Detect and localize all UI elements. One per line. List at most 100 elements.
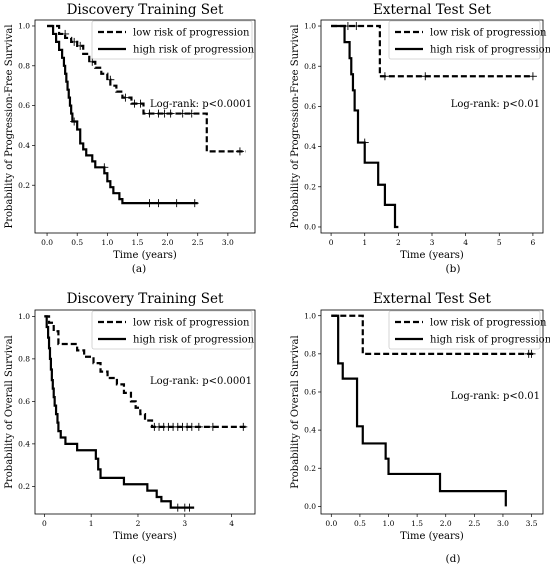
chart-title: External Test Set	[373, 2, 492, 18]
legend-label-low-risk: low risk of progression	[430, 318, 547, 329]
y-tick-label: 0.8	[18, 354, 30, 363]
chart-title: External Test Set	[373, 291, 492, 307]
plot-frame	[34, 19, 256, 234]
x-axis-label: Time (years)	[400, 531, 464, 542]
x-tick-label: 0.0	[325, 519, 337, 528]
x-tick-label: 3.5	[526, 519, 538, 528]
log-rank-annotation: Log-rank: p<0.0001	[150, 99, 252, 110]
y-axis-label: Probability of Overall Survival	[4, 335, 15, 488]
y-tick-label: 0.6	[304, 102, 316, 111]
legend-label-high-risk: high risk of progression	[133, 45, 255, 56]
legend-box	[388, 310, 541, 350]
x-tick-label: 3	[430, 238, 435, 247]
y-tick-label: 0.4	[18, 141, 30, 150]
high-risk-survival-curve	[44, 315, 195, 509]
high-risk-survival-curve	[331, 314, 507, 507]
x-tick-label: 3.0	[222, 238, 234, 247]
low-risk-survival-curve	[331, 24, 533, 78]
legend-label-low-risk: low risk of progression	[430, 28, 547, 39]
y-tick-label: 0.0	[304, 502, 316, 511]
y-tick-label: 0.4	[18, 439, 30, 448]
y-tick-label: 0.2	[304, 182, 316, 191]
log-rank-annotation: Log-rank: p<0.01	[451, 391, 540, 402]
y-tick-label: 0.8	[18, 61, 30, 70]
x-tick-label: 1.0	[383, 519, 395, 528]
y-tick-label: 1.0	[304, 311, 316, 320]
x-tick-label: 0.5	[354, 519, 366, 528]
y-tick-label: 0.6	[18, 101, 30, 110]
chart-panel-4: External Test Set 0.0 0.5 1.0 1.5 2.0 2.5 3.0 3.…	[290, 291, 550, 565]
legend-label-low-risk: low risk of progression	[133, 28, 250, 39]
y-tick-label: 0.8	[304, 349, 316, 358]
low-risk-survival-curve	[44, 315, 246, 428]
legend-box	[91, 20, 253, 60]
plot-frame	[34, 309, 256, 515]
log-rank-annotation: Log-rank: p<0.01	[451, 99, 540, 110]
y-tick-label: 0.0	[304, 223, 316, 232]
low-risk-survival-curve	[47, 24, 246, 153]
chart-panel-2: External Test Set 0 1 2 3 4 5 6 0.0 0.2 0.4 0.6 0.8 1…	[290, 2, 550, 275]
chart-legend: low risk of progression high risk of prog…	[91, 20, 255, 60]
x-tick-label: 1	[362, 238, 367, 247]
x-tick-label: 0	[42, 519, 47, 528]
legend-label-high-risk: high risk of progression	[430, 335, 550, 346]
y-axis-label: Probability of Progression-Free Survival	[4, 24, 15, 228]
x-tick-label: 4	[229, 519, 234, 528]
y-tick-label: 0.2	[304, 464, 316, 473]
x-tick-label: 0.0	[41, 238, 53, 247]
x-tick-label: 6	[531, 238, 536, 247]
chart-legend: low risk of progression high risk of prog…	[388, 310, 550, 350]
x-tick-label: 0	[329, 238, 334, 247]
x-tick-label: 2	[136, 519, 141, 528]
chart-title: Discovery Training Set	[67, 291, 224, 307]
legend-label-high-risk: high risk of progression	[430, 45, 550, 56]
x-tick-label: 5	[497, 238, 502, 247]
y-tick-label: 1.0	[18, 22, 30, 31]
panel-label: (d)	[446, 553, 461, 565]
x-tick-label: 1	[89, 519, 94, 528]
chart-title: Discovery Training Set	[67, 2, 224, 18]
chart-legend: low risk of progression high risk of prog…	[388, 20, 550, 60]
chart-panel-3: Discovery Training Set 0 1 2 3 4 0.2 0.4 0.6 0.8 1…	[4, 291, 256, 565]
y-tick-label: 0.8	[304, 62, 316, 71]
x-tick-label: 3	[182, 519, 187, 528]
panel-label: (a)	[132, 263, 146, 275]
high-risk-survival-curve	[331, 24, 399, 229]
x-axis-label: Time (years)	[113, 531, 177, 542]
x-tick-label: 1.0	[101, 238, 113, 247]
log-rank-annotation: Log-rank: p<0.0001	[150, 376, 252, 387]
legend-label-low-risk: low risk of progression	[133, 318, 250, 329]
y-tick-label: 1.0	[18, 312, 30, 321]
y-tick-label: 0.4	[304, 142, 316, 151]
x-tick-label: 2.5	[468, 519, 480, 528]
x-tick-label: 1.5	[131, 238, 143, 247]
x-tick-label: 2	[396, 238, 401, 247]
legend-box	[388, 20, 541, 60]
y-tick-label: 0.6	[304, 388, 316, 397]
panel-label: (b)	[446, 263, 461, 275]
low-risk-survival-curve	[331, 314, 535, 355]
chart-panel-1: Discovery Training Set 0.0 0.5 1.0 1.5 2.0 2.5…	[4, 2, 256, 275]
x-axis-label: Time (years)	[113, 250, 177, 261]
panel-label: (c)	[132, 553, 146, 565]
y-tick-label: 0.6	[18, 397, 30, 406]
chart-legend: low risk of progression high risk of prog…	[91, 310, 255, 350]
y-axis-label: Probability of Progression-Free Survival	[290, 24, 301, 228]
x-tick-label: 0.5	[71, 238, 83, 247]
y-tick-label: 1.0	[304, 22, 316, 31]
legend-box	[91, 310, 253, 350]
x-tick-label: 2.5	[192, 238, 204, 247]
y-tick-label: 0.2	[18, 482, 30, 491]
x-tick-label: 4	[463, 238, 468, 247]
x-tick-label: 2.0	[440, 519, 452, 528]
y-axis-label: Probability of Overall Survival	[290, 335, 301, 488]
plot-frame	[320, 309, 544, 515]
y-tick-label: 0.4	[304, 426, 316, 435]
x-tick-label: 1.5	[411, 519, 423, 528]
legend-label-high-risk: high risk of progression	[133, 335, 255, 346]
x-tick-label: 3.0	[497, 519, 509, 528]
x-tick-label: 2.0	[162, 238, 174, 247]
x-axis-label: Time (years)	[400, 250, 464, 261]
y-tick-label: 0.2	[18, 181, 30, 190]
